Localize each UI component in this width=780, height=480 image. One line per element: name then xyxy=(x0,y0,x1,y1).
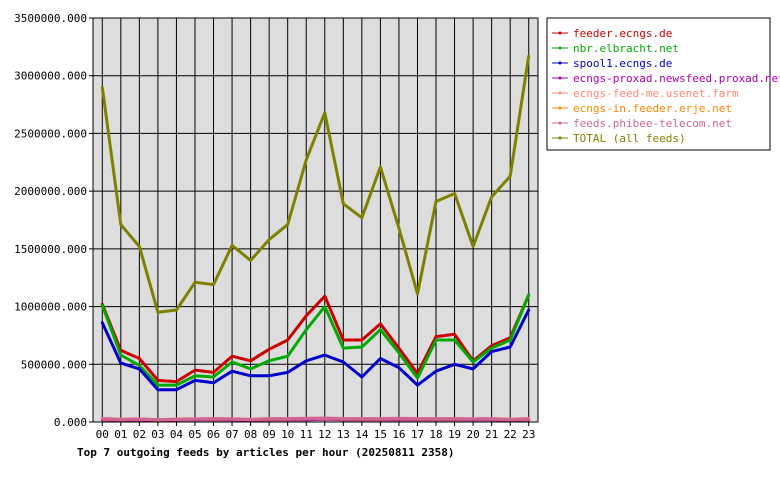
legend-marker xyxy=(558,31,562,35)
x-tick-label: 22 xyxy=(504,428,517,441)
series-line-2 xyxy=(100,308,531,392)
y-tick-label: 2000000.000 xyxy=(14,185,87,198)
series-line-0 xyxy=(100,293,531,384)
legend-marker xyxy=(558,136,562,140)
series-lines xyxy=(100,54,531,423)
x-tick-label: 17 xyxy=(411,428,424,441)
legend-label: feeder.ecngs.de xyxy=(573,27,672,40)
chart-title: Top 7 outgoing feeds by articles per hou… xyxy=(77,446,455,459)
x-tick-label: 05 xyxy=(188,428,201,441)
x-tick-label: 21 xyxy=(485,428,498,441)
x-tick-label: 16 xyxy=(392,428,405,441)
x-tick-label: 23 xyxy=(522,428,535,441)
legend-label: feeds.phibee-telecom.net xyxy=(573,117,732,130)
x-tick-label: 08 xyxy=(244,428,257,441)
x-tick-label: 12 xyxy=(318,428,331,441)
x-tick-label: 10 xyxy=(281,428,294,441)
y-tick-label: 0.000 xyxy=(54,416,87,429)
legend-marker xyxy=(558,121,562,125)
y-axis-ticks: 0.000 500000.000 1000000.000 1500000.000 200… xyxy=(14,12,93,429)
plot-frame xyxy=(92,17,539,423)
x-tick-label: 20 xyxy=(466,428,479,441)
legend-label: TOTAL (all feeds) xyxy=(573,132,686,145)
legend-marker xyxy=(558,46,562,50)
legend-frame xyxy=(546,17,771,151)
legend-marker xyxy=(558,91,562,95)
x-tick-label: 13 xyxy=(337,428,350,441)
y-tick-label: 2500000.000 xyxy=(14,127,87,140)
x-tick-label: 04 xyxy=(170,428,184,441)
legend-marker xyxy=(558,76,562,80)
y-tick-label: 3500000.000 xyxy=(14,12,87,25)
x-tick-label: 00 xyxy=(96,428,109,441)
x-tick-label: 07 xyxy=(225,428,238,441)
legend-label: nbr.elbracht.net xyxy=(573,42,679,55)
x-tick-label: 15 xyxy=(374,428,387,441)
x-tick-label: 14 xyxy=(355,428,369,441)
x-tick-label: 06 xyxy=(207,428,220,441)
x-tick-label: 09 xyxy=(263,428,276,441)
legend-label: ecngs-in.feeder.erje.net xyxy=(573,102,732,115)
x-tick-label: 18 xyxy=(429,428,442,441)
legend-label: spool1.ecngs.de xyxy=(573,57,672,70)
y-tick-label: 1000000.000 xyxy=(14,301,87,314)
series-line-7 xyxy=(100,54,531,314)
y-tick-label: 500000.000 xyxy=(21,358,87,371)
legend-marker xyxy=(558,106,562,110)
series-line-1 xyxy=(100,293,531,387)
x-tick-label: 19 xyxy=(448,428,461,441)
y-tick-label: 3000000.000 xyxy=(14,70,87,83)
y-tick-label: 1500000.000 xyxy=(14,243,87,256)
series-line-6 xyxy=(100,416,531,422)
x-tick-label: 11 xyxy=(300,428,313,441)
legend-marker xyxy=(558,61,562,65)
legend-label: ecngs-feed-me.usenet.farm xyxy=(573,87,739,100)
x-axis-ticks: 00 01 02 03 04 05 06 07 08 09 10 11 12 13 14 15 16 17 18 19… xyxy=(96,422,535,441)
legend-label: ecngs-proxad.newsfeed.proxad.net xyxy=(573,72,780,85)
x-tick-label: 03 xyxy=(151,428,164,441)
x-tick-label: 01 xyxy=(114,428,127,441)
legend: feeder.ecngs.de nbr.elbracht.net spool1.ec… xyxy=(546,17,780,151)
x-tick-label: 02 xyxy=(133,428,146,441)
